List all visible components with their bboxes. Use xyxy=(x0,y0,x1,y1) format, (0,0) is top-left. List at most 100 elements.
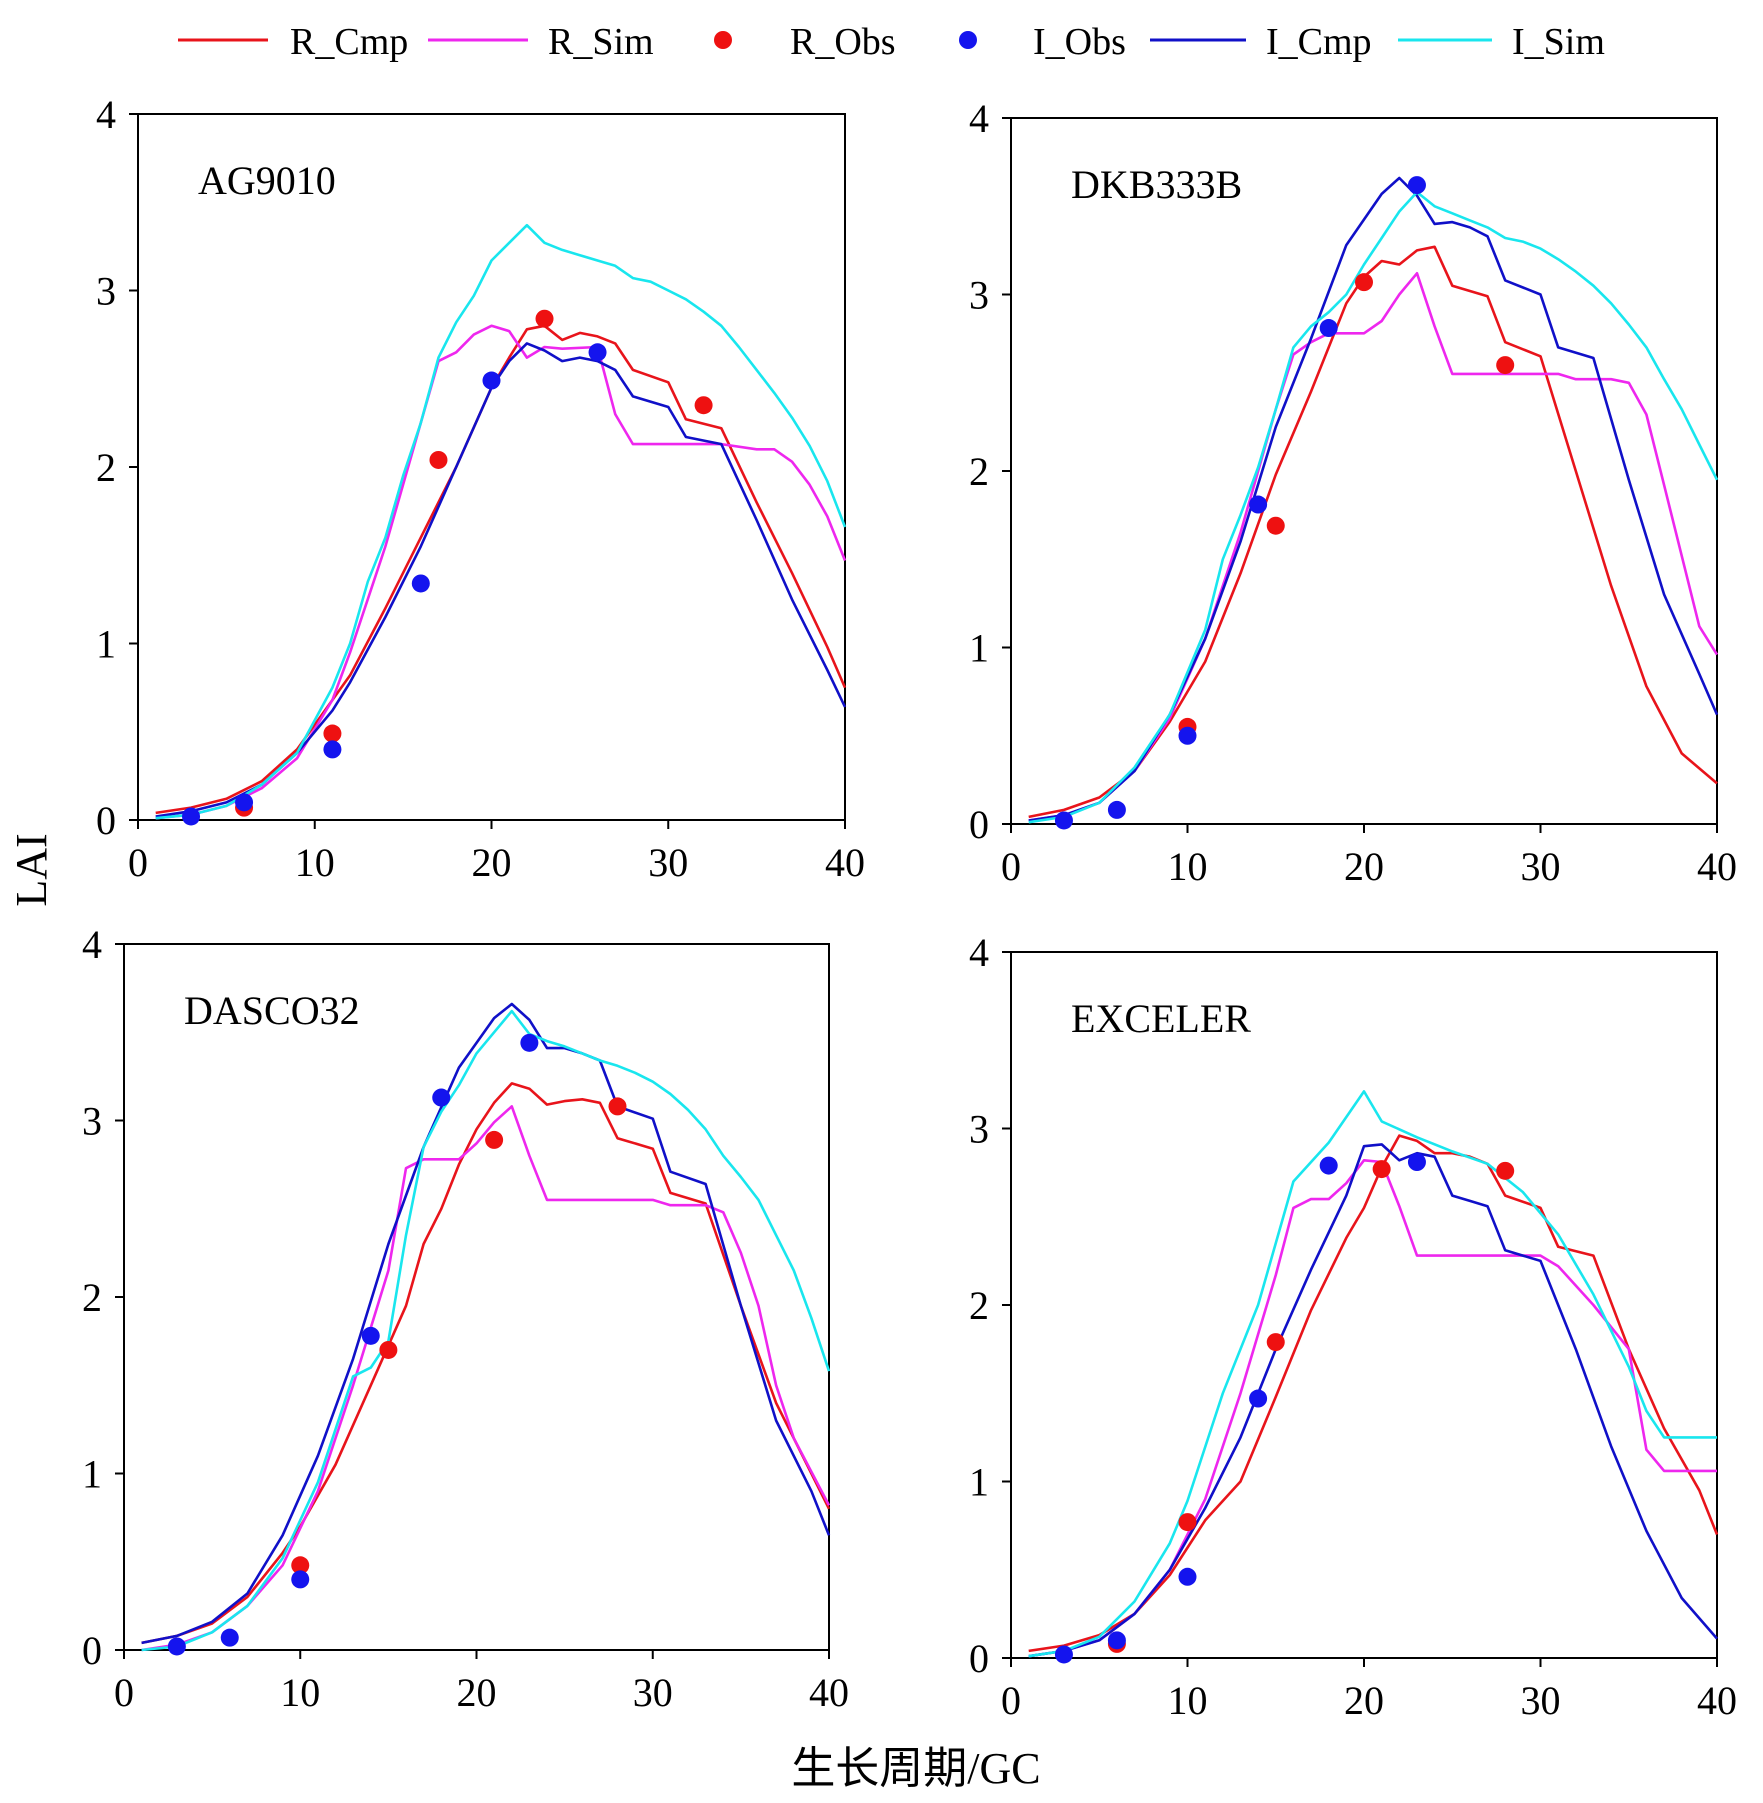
panel-dkb333b-series-r-cmp xyxy=(1028,245,1718,819)
panel-exceler-point-i-obs xyxy=(1054,1645,1073,1664)
panel-dasco32-point-r-obs xyxy=(379,1340,398,1359)
panel-exceler-y-tick-label: 3 xyxy=(969,1107,989,1152)
panel-dkb333b-point-i-obs xyxy=(1249,495,1268,514)
panel-dasco32-point-i-obs xyxy=(167,1637,186,1656)
panel-ag9010-point-r-obs xyxy=(694,396,713,415)
panel-dkb333b-x-tick-label: 20 xyxy=(1344,844,1384,889)
legend-marker-r-obs xyxy=(714,31,732,49)
panel-dasco32-series-r-sim xyxy=(141,1105,831,1652)
panel-ag9010-x-tick-label: 0 xyxy=(128,840,148,885)
panel-exceler-x-tick-label: 20 xyxy=(1344,1678,1384,1723)
panel-dkb333b-y-tick-label: 1 xyxy=(969,626,989,671)
legend-label-i-obs: I_Obs xyxy=(1033,21,1126,63)
panel-exceler-point-i-obs xyxy=(1107,1631,1126,1650)
panel-exceler-point-r-obs xyxy=(1372,1160,1391,1179)
panel-dasco32-label: DASCO32 xyxy=(184,988,360,1033)
panel-ag9010-point-i-obs xyxy=(323,740,342,759)
panel-ag9010-label: AG9010 xyxy=(198,158,336,203)
panel-ag9010-point-r-obs xyxy=(535,309,554,328)
panel-dkb333b-point-r-obs xyxy=(1496,356,1515,375)
panel-exceler-y-tick-label: 2 xyxy=(969,1283,989,1328)
panel-exceler-point-i-obs xyxy=(1319,1156,1338,1175)
panel-dkb333b-label: DKB333B xyxy=(1071,162,1242,207)
panel-dkb333b-x-tick-label: 0 xyxy=(1001,844,1021,889)
legend-label-i-sim: I_Sim xyxy=(1512,21,1605,63)
panel-dkb333b-y-tick-label: 0 xyxy=(969,802,989,847)
panel-dkb333b-x-tick-label: 30 xyxy=(1521,844,1561,889)
panel-ag9010-series-i-sim xyxy=(155,223,847,820)
panel-dkb333b: 0 10 20 30 40 0 1 2 3 4 DKB333B xyxy=(969,96,1737,889)
panel-dkb333b-point-i-obs xyxy=(1178,726,1197,745)
panel-dasco32-point-i-obs xyxy=(432,1088,451,1107)
panel-exceler-series-r-cmp xyxy=(1028,1134,1719,1653)
y-axis-title: LAI xyxy=(7,833,56,906)
panel-ag9010: 0 10 20 30 40 0 1 2 3 4 AG9010 xyxy=(96,92,865,885)
panel-exceler-series-r-sim xyxy=(1028,1159,1717,1658)
panel-exceler-y-tick-label: 0 xyxy=(969,1636,989,1681)
panel-ag9010-x-tick-label: 10 xyxy=(295,840,335,885)
panel-dasco32-point-r-obs xyxy=(291,1556,310,1575)
panel-dasco32-x-tick-label: 20 xyxy=(457,1670,497,1715)
panel-ag9010-point-i-obs xyxy=(235,793,254,812)
panel-ag9010-point-r-obs xyxy=(323,724,342,743)
panel-exceler-point-i-obs xyxy=(1178,1567,1197,1586)
panel-dasco32-series-i-cmp xyxy=(141,1002,831,1645)
panel-dasco32: 0 10 20 30 40 0 1 2 3 4 DASCO32 xyxy=(82,922,849,1715)
panel-dkb333b-series-i-sim xyxy=(1028,190,1719,824)
panel-ag9010-x-tick-label: 20 xyxy=(472,840,512,885)
panel-ag9010-y-tick-label: 2 xyxy=(96,445,116,490)
panel-ag9010-point-i-obs xyxy=(182,807,201,826)
panel-exceler-y-tick-label: 1 xyxy=(969,1460,989,1505)
panel-exceler-x-tick-label: 40 xyxy=(1697,1678,1737,1723)
panel-dasco32-series-i-sim xyxy=(141,1009,831,1652)
panel-dasco32-series-r-cmp xyxy=(141,1082,831,1645)
panel-dkb333b-y-tick-label: 3 xyxy=(969,273,989,318)
legend-label-r-cmp: R_Cmp xyxy=(290,21,408,63)
panel-dasco32-point-r-obs xyxy=(608,1097,627,1116)
x-axis-title: 生长周期/GC xyxy=(791,1744,1040,1793)
panel-ag9010-y-tick-label: 1 xyxy=(96,622,116,667)
panel-dasco32-y-tick-label: 0 xyxy=(82,1628,102,1673)
panel-ag9010-series-i-cmp xyxy=(155,342,847,818)
panel-ag9010-series-r-sim xyxy=(155,324,847,820)
panel-exceler-label: EXCELER xyxy=(1071,996,1251,1041)
legend-label-r-sim: R_Sim xyxy=(548,21,654,63)
panel-dasco32-point-i-obs xyxy=(520,1033,539,1052)
panel-dkb333b-point-i-obs xyxy=(1054,811,1073,830)
panel-dkb333b-y-tick-label: 4 xyxy=(969,96,989,141)
panel-dasco32-point-i-obs xyxy=(361,1326,380,1345)
panel-dasco32-x-tick-label: 10 xyxy=(280,1670,320,1715)
panel-dasco32-point-r-obs xyxy=(485,1130,504,1149)
panel-exceler-point-i-obs xyxy=(1407,1153,1426,1172)
panel-dkb333b-point-i-obs xyxy=(1107,800,1126,819)
panel-exceler-x-tick-label: 0 xyxy=(1001,1678,1021,1723)
panel-dasco32-y-tick-label: 3 xyxy=(82,1099,102,1144)
panel-dasco32-x-tick-label: 0 xyxy=(114,1670,134,1715)
panel-dkb333b-point-i-obs xyxy=(1407,176,1426,195)
panel-ag9010-series-r-cmp xyxy=(155,324,847,815)
panel-dasco32-point-i-obs xyxy=(291,1570,310,1589)
panel-ag9010-x-tick-label: 30 xyxy=(648,840,688,885)
panel-dkb333b-y-tick-label: 2 xyxy=(969,449,989,494)
panel-ag9010-y-tick-label: 4 xyxy=(96,92,116,137)
legend-marker-i-obs xyxy=(959,31,977,49)
panel-dasco32-point-i-obs xyxy=(220,1628,239,1647)
panel-ag9010-point-r-obs xyxy=(429,450,448,469)
panel-dasco32-x-tick-label: 30 xyxy=(633,1670,673,1715)
panel-exceler-series-i-sim xyxy=(1028,1090,1717,1658)
panel-dkb333b-x-tick-label: 40 xyxy=(1697,844,1737,889)
panel-dasco32-x-tick-label: 40 xyxy=(809,1670,849,1715)
legend: R_Cmp R_Sim R_Obs I_Obs I_Cmp I_Sim xyxy=(178,21,1605,63)
panel-exceler-point-r-obs xyxy=(1178,1513,1197,1532)
panel-exceler-x-tick-label: 10 xyxy=(1168,1678,1208,1723)
panel-ag9010-point-i-obs xyxy=(411,574,430,593)
panel-dkb333b-x-tick-label: 10 xyxy=(1168,844,1208,889)
panel-exceler-point-r-obs xyxy=(1496,1161,1515,1180)
panel-dasco32-y-tick-label: 1 xyxy=(82,1452,102,1497)
panel-ag9010-y-tick-label: 3 xyxy=(96,269,116,314)
panel-ag9010-x-tick-label: 40 xyxy=(825,840,865,885)
panel-dkb333b-series-i-cmp xyxy=(1028,176,1719,822)
panel-dkb333b-point-r-obs xyxy=(1266,516,1285,535)
